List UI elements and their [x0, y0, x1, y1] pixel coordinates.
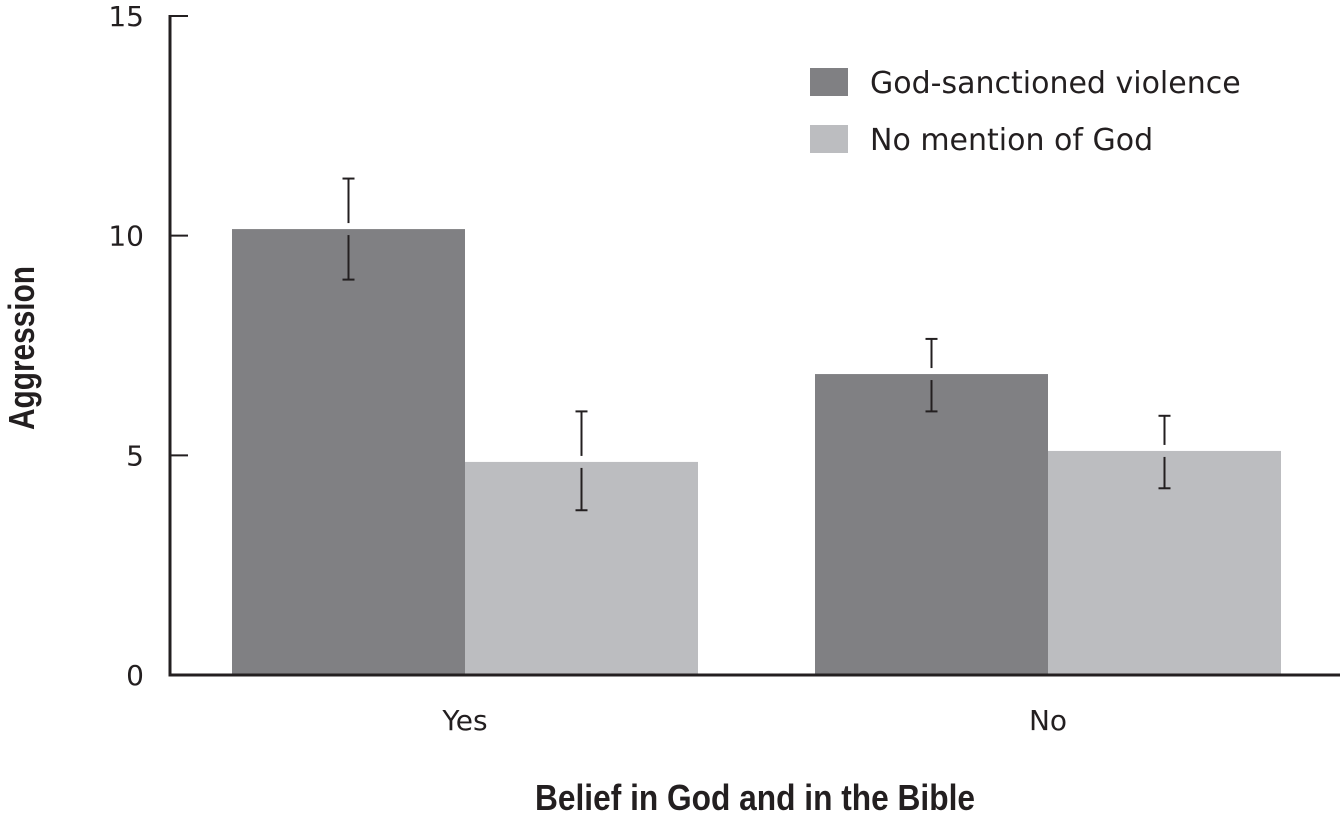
axes	[168, 15, 1340, 677]
y-tick-label: 15	[108, 0, 144, 33]
y-tick-label: 10	[108, 220, 144, 253]
bar-no-series-1	[815, 374, 1048, 675]
y-tick-label: 0	[126, 659, 144, 692]
legend-swatch-series-2	[810, 125, 848, 153]
error-bar-no-series-2	[1158, 414, 1171, 490]
y-ticks: 0 5 10 15	[108, 0, 188, 692]
y-tick-label: 5	[126, 439, 144, 472]
legend-label-series-1: God-sanctioned violence	[870, 66, 1241, 101]
x-category-labels: Yes No	[441, 704, 1067, 737]
legend-swatch-series-1	[810, 68, 848, 96]
legend: God-sanctioned violence No mention of God	[810, 66, 1241, 158]
error-bar-yes-series-2	[575, 410, 588, 512]
error-bars-layer	[342, 177, 1171, 512]
error-bar-no-series-1	[925, 337, 938, 413]
error-bar-yes-series-1	[342, 177, 355, 281]
y-axis-title: Aggression	[1, 266, 42, 430]
bars-layer	[232, 229, 1281, 675]
bar-yes-series-1	[232, 229, 465, 675]
legend-label-series-2: No mention of God	[870, 123, 1153, 158]
x-category-label-yes: Yes	[441, 704, 487, 737]
x-axis-title: Belief in God and in the Bible	[535, 777, 975, 818]
x-category-label-no: No	[1029, 704, 1067, 737]
